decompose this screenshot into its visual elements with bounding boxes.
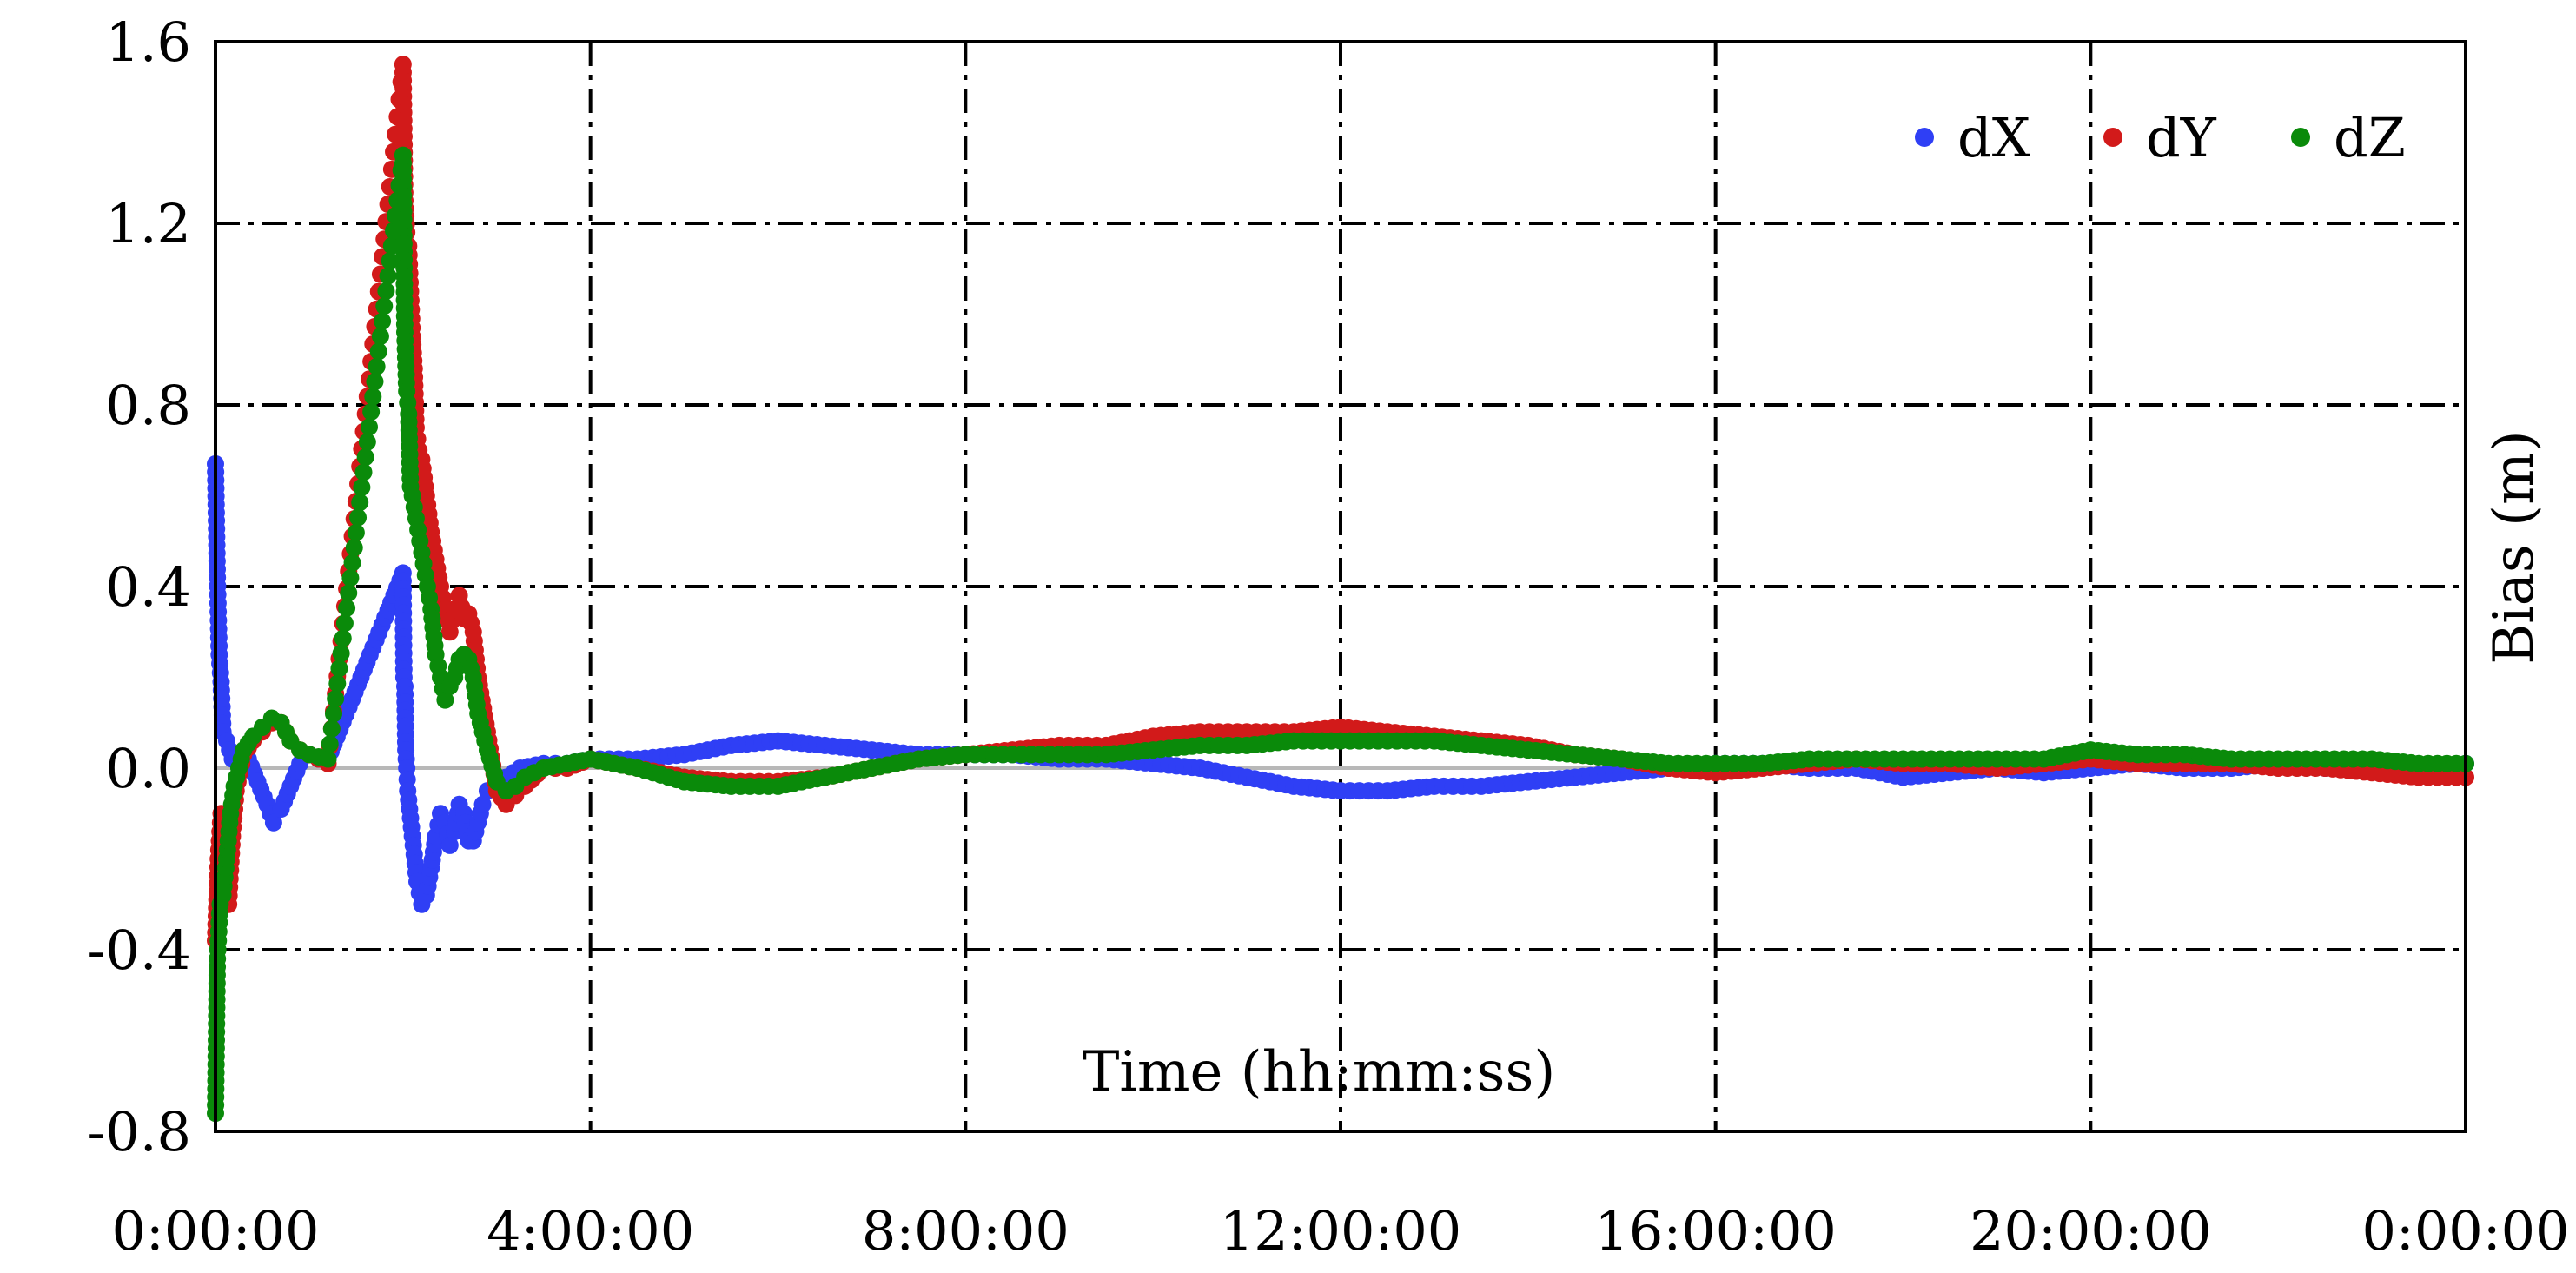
- y-tick-label: 1.6: [105, 10, 191, 74]
- y-tick-label: 0.8: [105, 374, 191, 437]
- y-tick-label: 0.0: [105, 737, 191, 800]
- data-point-dX: [440, 836, 459, 854]
- data-point-dZ: [335, 614, 354, 633]
- legend-label-dY: dY: [2146, 106, 2217, 169]
- y-tick-label: -0.4: [87, 918, 191, 982]
- x-tick-label: 20:00:00: [1970, 1199, 2211, 1263]
- plot-area-frame: [214, 40, 2467, 1133]
- legend-marker-dZ: [2291, 128, 2310, 147]
- data-point-dZ: [345, 539, 363, 557]
- data-point-dZ: [321, 735, 339, 753]
- data-point-dZ: [381, 252, 399, 270]
- y-tick-label: 1.2: [105, 192, 191, 255]
- data-point-dZ: [322, 719, 341, 738]
- data-point-dZ: [374, 312, 392, 330]
- legend: dX dY dZ: [1915, 106, 2406, 169]
- data-point-dZ: [436, 691, 454, 709]
- data-point-dZ: [358, 433, 376, 451]
- data-point-dZ: [354, 463, 373, 481]
- x-tick-label: 0:00:00: [111, 1199, 319, 1263]
- data-point-dZ: [366, 373, 384, 391]
- data-point-dZ: [347, 523, 365, 541]
- data-point-dZ: [377, 282, 395, 300]
- x-tick-label: 12:00:00: [1220, 1199, 1461, 1263]
- grid-lines: [215, 42, 2466, 1131]
- series-dX: [207, 454, 2474, 913]
- data-points: [207, 56, 2474, 1123]
- data-point-dZ: [319, 750, 337, 768]
- y-tick-label: -0.8: [87, 1100, 191, 1164]
- data-point-dZ: [340, 584, 358, 602]
- x-axis-title: Time (hh:mm:ss): [1083, 1040, 1556, 1104]
- legend-label-dX: dX: [1957, 106, 2030, 169]
- data-point-dZ: [364, 388, 382, 406]
- data-point-dZ: [351, 494, 369, 512]
- data-point-dZ: [371, 328, 389, 346]
- data-point-dZ: [360, 418, 378, 436]
- legend-marker-dX: [1915, 128, 1934, 147]
- data-point-dZ: [349, 508, 368, 527]
- legend-marker-dY: [2103, 128, 2122, 147]
- data-point-dZ: [375, 297, 394, 315]
- x-tick-label: 0:00:00: [2361, 1199, 2569, 1263]
- data-point-dZ: [343, 554, 361, 572]
- series-dZ: [207, 146, 2474, 1123]
- data-point-dZ: [334, 629, 352, 647]
- x-tick-label: 8:00:00: [862, 1199, 1069, 1263]
- y-tick-labels: -0.8 -0.4 0.0 0.4 0.8 1.2 1.6: [87, 10, 191, 1164]
- data-point-dZ: [356, 448, 374, 467]
- y-tick-label: 0.4: [105, 555, 191, 619]
- x-tick-label: 4:00:00: [487, 1199, 694, 1263]
- legend-label-dZ: dZ: [2334, 106, 2406, 169]
- y-axis-title: Bias (m): [2482, 430, 2546, 664]
- data-point-dX: [473, 795, 492, 813]
- data-point-dZ: [330, 660, 348, 678]
- data-point-dZ: [368, 357, 386, 375]
- data-point-dZ: [353, 478, 371, 496]
- x-tick-label: 16:00:00: [1594, 1199, 1836, 1263]
- data-point-dZ: [332, 644, 350, 662]
- data-point-dZ: [338, 599, 356, 617]
- data-point-dZ: [327, 690, 345, 708]
- data-point-dZ: [341, 569, 360, 587]
- x-tick-labels: 0:00:00 4:00:00 8:00:00 12:00:00 16:00:00 20:…: [111, 1199, 2569, 1263]
- data-point-dZ: [328, 674, 347, 693]
- data-point-dZ: [362, 402, 381, 421]
- data-point-dX: [264, 813, 282, 832]
- data-point-dZ: [379, 267, 397, 285]
- data-point-dZ: [324, 705, 342, 723]
- data-point-dZ: [369, 342, 387, 361]
